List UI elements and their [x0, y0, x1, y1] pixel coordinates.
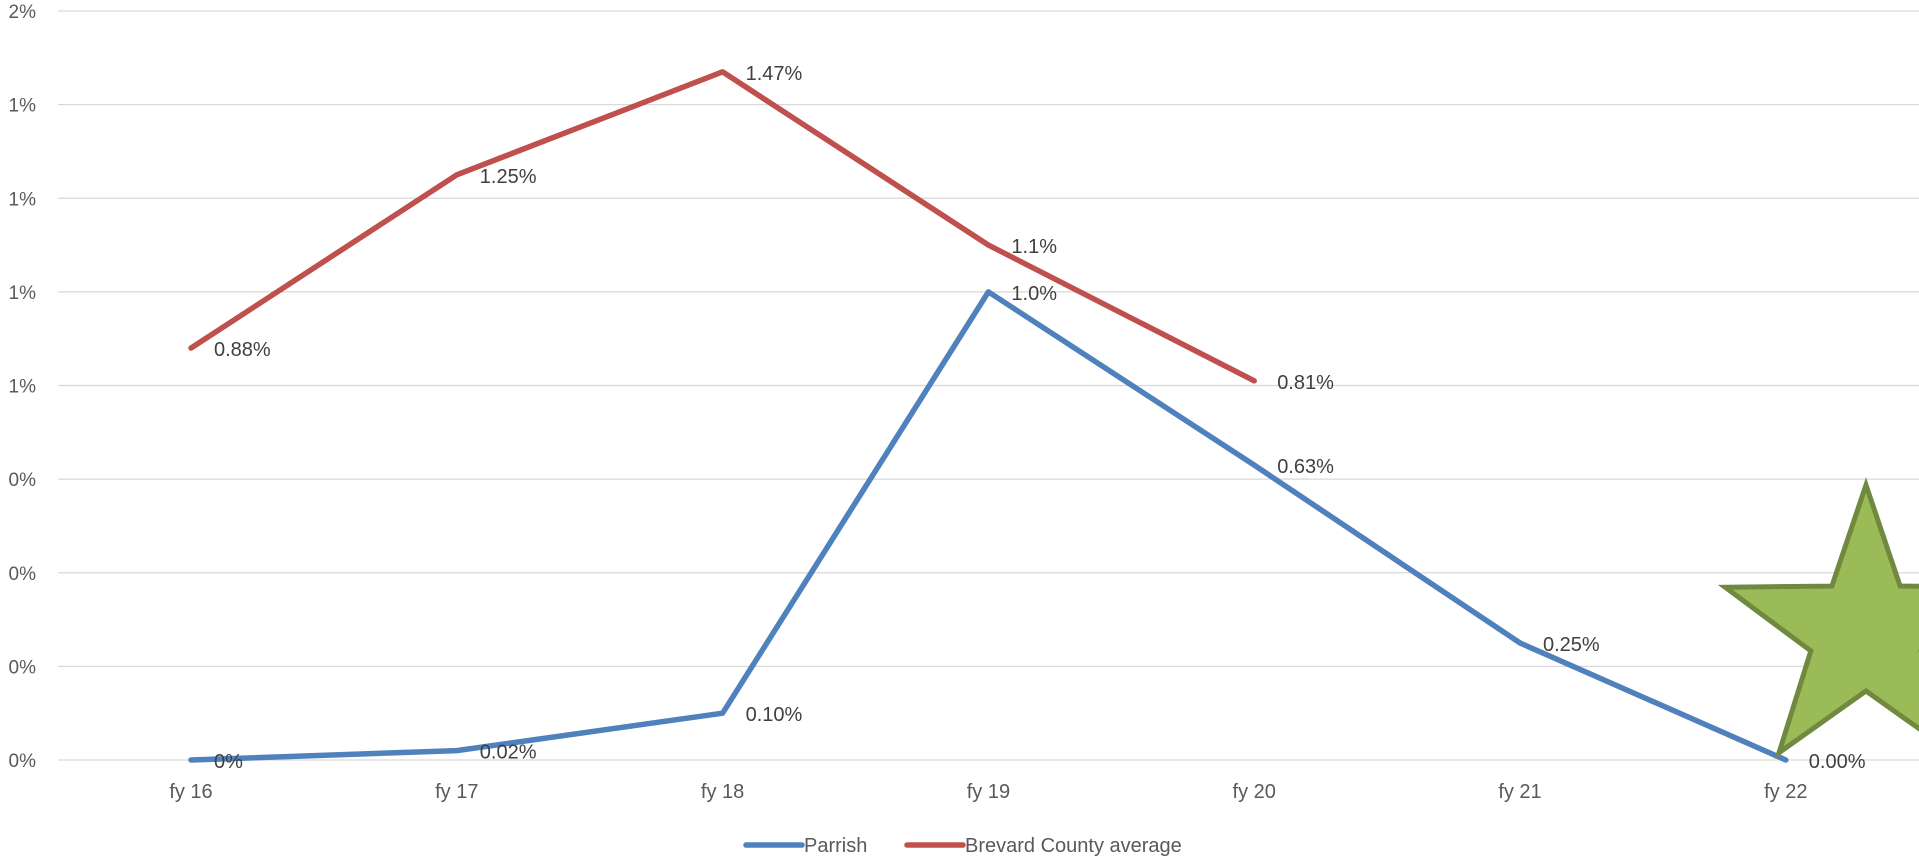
star-icon	[1717, 477, 1919, 760]
data-label: 0.88%	[214, 339, 271, 361]
legend-label: Parrish	[804, 835, 867, 857]
data-label: 0.63%	[1277, 456, 1334, 478]
series-line-brevard-county-average	[188, 69, 1257, 384]
legend: Parrish Brevard County average	[743, 835, 1182, 857]
x-tick-label: fy 16	[169, 781, 212, 803]
y-tick-label: 0%	[9, 470, 37, 491]
y-tick-label: 1%	[9, 96, 37, 117]
data-label: 1.0%	[1011, 283, 1057, 305]
data-label: 0.10%	[746, 704, 803, 726]
data-label: 0.00%	[1809, 751, 1866, 773]
data-label: 1.1%	[1011, 236, 1057, 258]
legend-label: Brevard County average	[965, 835, 1182, 857]
y-tick-label: 1%	[9, 189, 37, 210]
data-label: 0.81%	[1277, 372, 1334, 394]
y-tick-label: 1%	[9, 377, 37, 398]
data-label: 0.25%	[1543, 634, 1600, 656]
data-label: 0%	[214, 751, 243, 773]
gridlines	[58, 10, 1919, 761]
data-label: 0.02%	[480, 742, 537, 764]
x-tick-label: fy 22	[1764, 781, 1807, 803]
x-tick-label: fy 18	[701, 781, 744, 803]
x-tick-label: fy 17	[435, 781, 478, 803]
y-tick-label: 1%	[9, 283, 37, 304]
x-tick-label: fy 19	[967, 781, 1010, 803]
star-annotation	[1717, 477, 1919, 760]
y-tick-label: 0%	[9, 751, 37, 772]
y-tick-label: 0%	[9, 657, 37, 678]
x-tick-label: fy 21	[1498, 781, 1541, 803]
y-tick-label: 0%	[9, 564, 37, 585]
x-axis-ticks: fy 16 fy 17 fy 18 fy 19 fy 20 fy 21 fy 22	[169, 781, 1807, 803]
y-tick-label: 2%	[9, 2, 37, 23]
series-lines	[188, 69, 1789, 763]
data-labels: 0% 0.02% 0.10% 1.0% 0.63% 0.25% 0.00% 0.88% 1.25…	[214, 63, 1866, 773]
series-line-parrish	[188, 289, 1789, 763]
data-label: 1.25%	[480, 166, 537, 188]
data-label: 1.47%	[746, 63, 803, 85]
y-axis-ticks: 0% 0% 0% 0% 1% 1% 1% 1% 2%	[9, 2, 37, 772]
x-tick-label: fy 20	[1233, 781, 1276, 803]
